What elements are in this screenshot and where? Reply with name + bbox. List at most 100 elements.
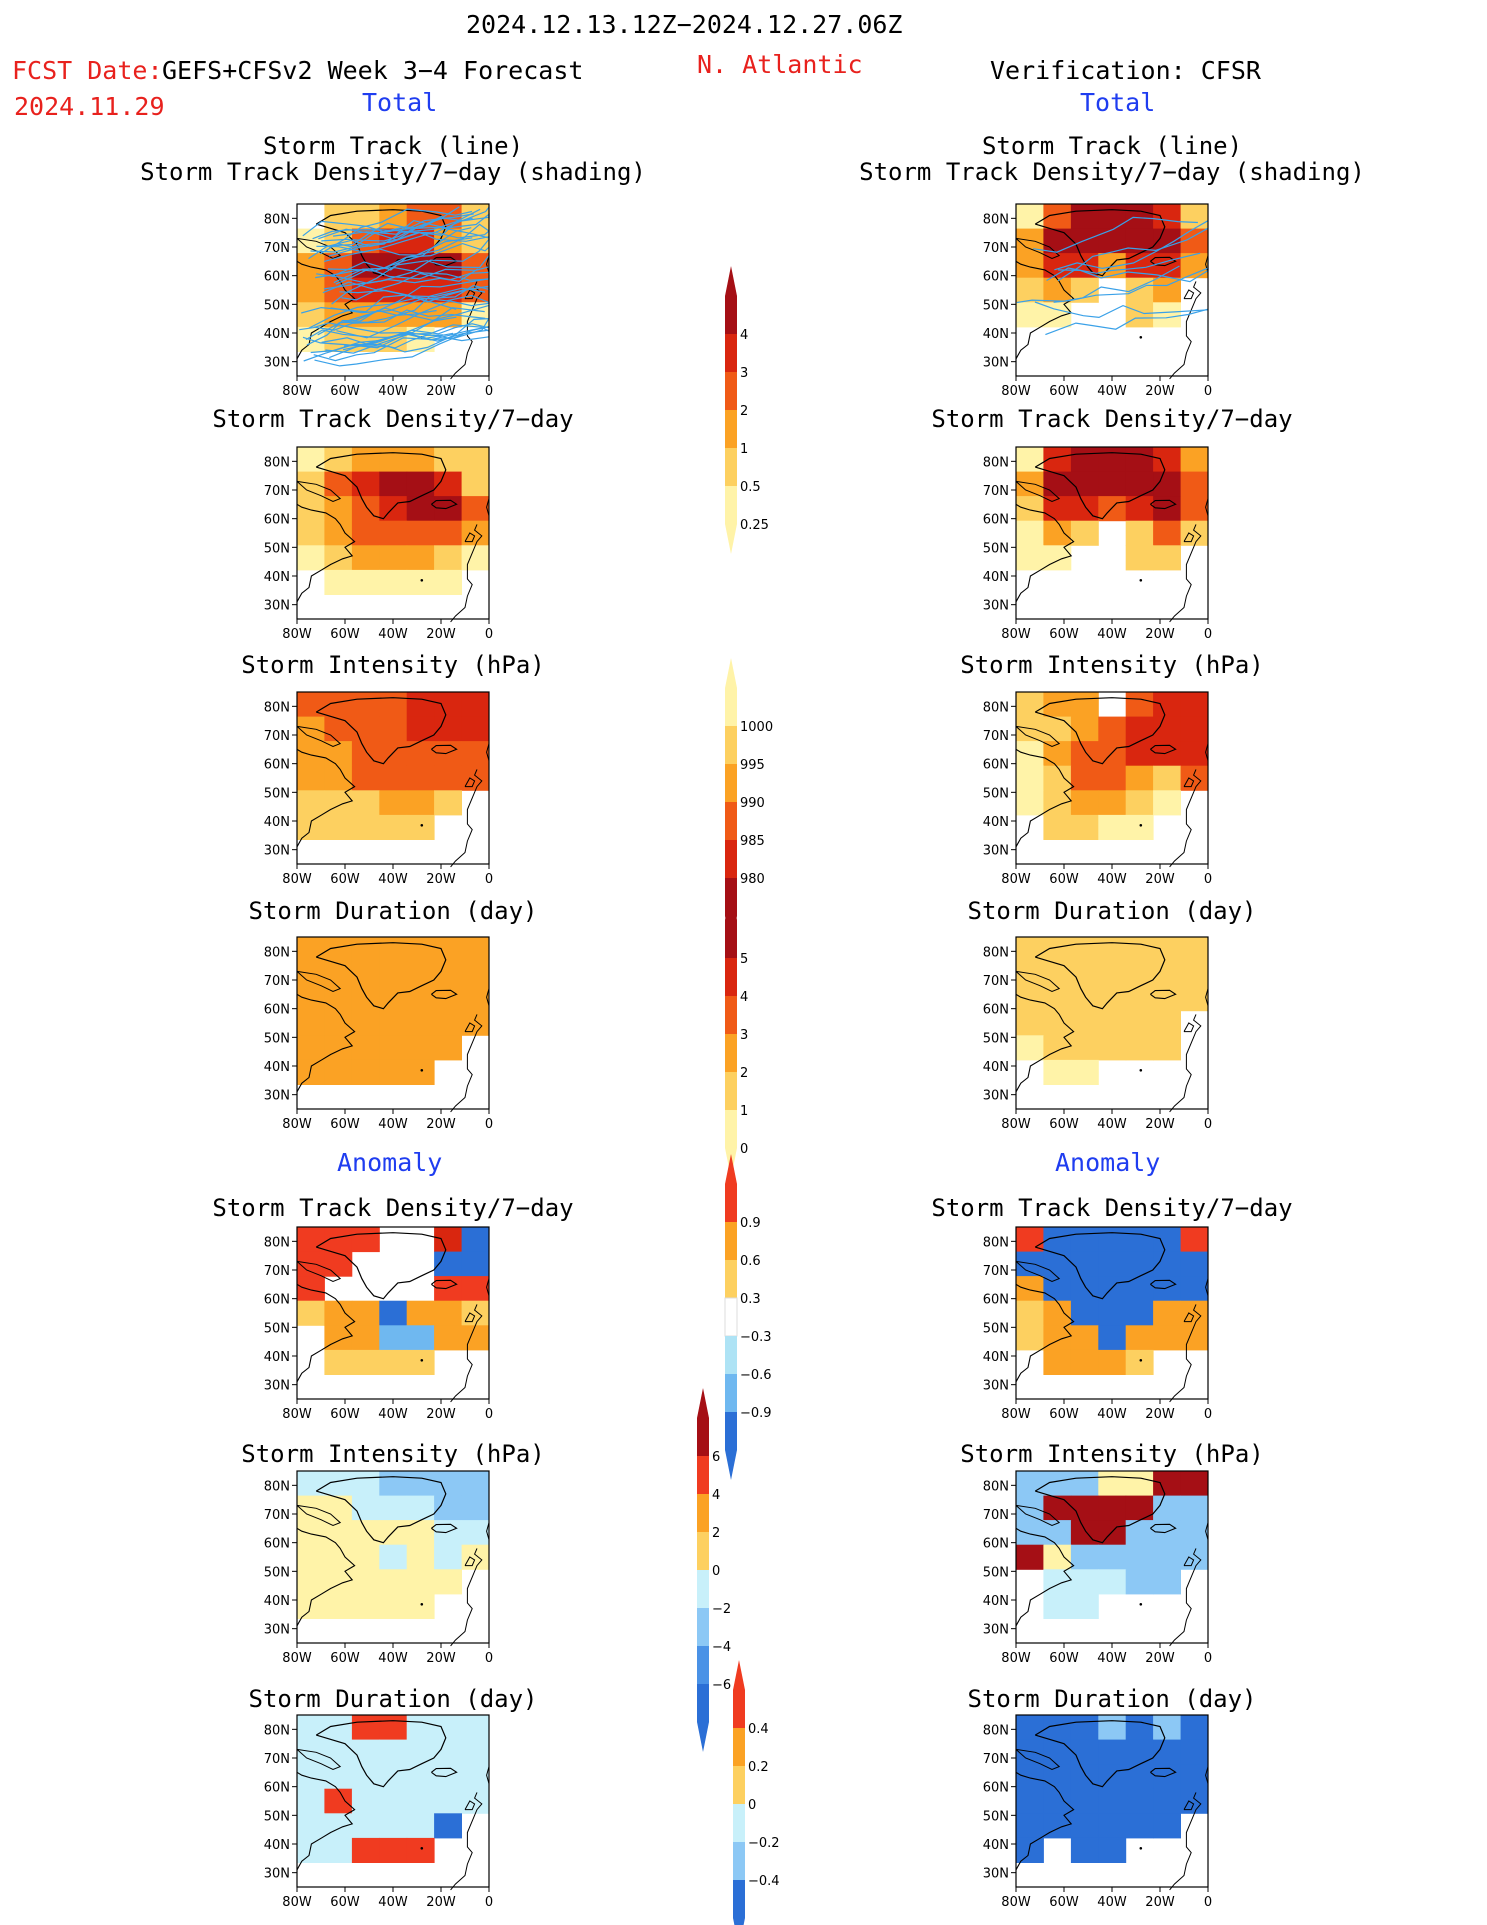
heat-cell [461,1764,490,1790]
lon-tick-label: 40W [378,1895,408,1910]
azores-dot [1139,336,1143,339]
heat-cell [351,937,380,963]
heat-cell [1043,961,1072,987]
heat-cell [297,277,325,303]
heat-cell [461,937,490,963]
heat-cell [379,1593,408,1619]
greenland-coast [1034,697,1166,765]
heat-cell [1043,1813,1072,1839]
heat-cell [1043,1593,1072,1619]
heat-cell [1153,545,1181,571]
storm-track-lines [1016,216,1209,336]
baffin-coast [296,725,342,748]
colorbar-cap-bottom [725,524,737,554]
lat-tick-label: 80N [264,700,290,715]
heat-cell [297,1010,325,1036]
heat-cell [1180,1764,1209,1790]
greenland-coast [315,1476,447,1544]
lat-tick-label: 40N [983,1060,1009,1075]
heat-cell [1043,765,1072,791]
colorbar-segment [725,410,737,448]
colorbar-cap-bottom [697,1722,709,1752]
heat-cell [434,790,462,816]
heat-cell [1125,447,1154,473]
lat-tick-label: 60N [983,1003,1009,1018]
north-america-coast [1015,1283,1075,1383]
lon-tick-label: 60W [1049,872,1079,887]
lon-tick-label: 0 [1204,1407,1212,1422]
lat-tick-label: 30N [983,1623,1009,1638]
heat-cell [379,814,408,840]
heat-cell [406,1544,435,1570]
heat-cell [1180,1715,1209,1741]
colorbar-label: 4 [740,328,748,343]
heat-cell [1016,1325,1044,1351]
colorbar-label: 980 [740,872,765,887]
heat-cell [297,1544,325,1570]
heat-cell [379,961,408,987]
lat-tick-label: 80N [264,1723,290,1738]
heat-cell [1043,1764,1072,1790]
heat-cell [1016,520,1044,546]
heat-cell [297,986,325,1012]
lat-tick-label: 80N [264,212,290,227]
colorbar-label: 5 [740,952,748,967]
europe-africa-coast [450,1304,483,1403]
heat-cell [1125,692,1154,718]
lat-tick-label: 50N [983,1565,1009,1580]
baffin-coast [1015,970,1061,993]
heat-cell [406,986,435,1012]
heat-cell [1070,1495,1099,1521]
heat-cell [434,692,462,718]
colorbar-cap-bottom [733,1918,745,1925]
lon-tick-label: 0 [1204,1651,1212,1666]
lon-tick-label: 60W [330,384,360,399]
heat-cell [1180,937,1209,963]
lat-tick-label: 30N [983,1089,1009,1104]
storm-track-line [312,217,473,240]
lat-tick-label: 80N [264,945,290,960]
lat-tick-label: 30N [983,844,1009,859]
heat-cell [297,1788,325,1814]
lon-tick-label: 60W [1049,384,1079,399]
lon-tick-label: 60W [330,1651,360,1666]
europe-africa-coast [450,1792,483,1891]
heat-cell [1098,1520,1127,1546]
lon-tick-label: 40W [1097,1117,1127,1132]
europe-africa-coast [1169,1014,1202,1113]
heat-cell [1125,1715,1154,1741]
ireland-coast [464,1556,476,1567]
lon-tick-label: 80W [1001,384,1031,399]
heat-cell [351,545,380,571]
heat-cell [1070,447,1099,473]
heat-cell [1070,520,1099,546]
heat-cell [461,986,490,1012]
lon-tick-label: 60W [1049,1117,1079,1132]
greenland-coast [1034,452,1166,520]
heat-cell [1043,1569,1072,1595]
heat-cell [324,1059,353,1085]
heat-cell [406,1739,435,1765]
europe-africa-coast [450,524,483,623]
heat-cell [434,1813,462,1839]
obs-duration-anom-title: Storm Duration (day) [967,1685,1257,1713]
colorbar-segment [725,802,737,840]
baffin-coast [1015,1260,1061,1283]
colorbar-segment [725,372,737,410]
heat-cell [1070,1059,1099,1085]
heat-cell [406,496,435,522]
lat-tick-label: 80N [264,1479,290,1494]
storm-track-line [301,294,457,314]
lat-tick-label: 40N [264,570,290,585]
storm-track-line [299,316,457,334]
heat-cell [1153,1788,1181,1814]
storm-track-line [331,255,490,305]
lon-tick-label: 60W [1049,1407,1079,1422]
lon-tick-label: 40W [1097,1895,1127,1910]
heat-cell [1098,741,1127,767]
iceland-coast [1150,1767,1177,1778]
heat-cell [1016,1813,1044,1839]
greenland-coast [315,452,447,520]
lat-tick-label: 40N [983,1838,1009,1853]
baffin-coast [296,1504,342,1527]
